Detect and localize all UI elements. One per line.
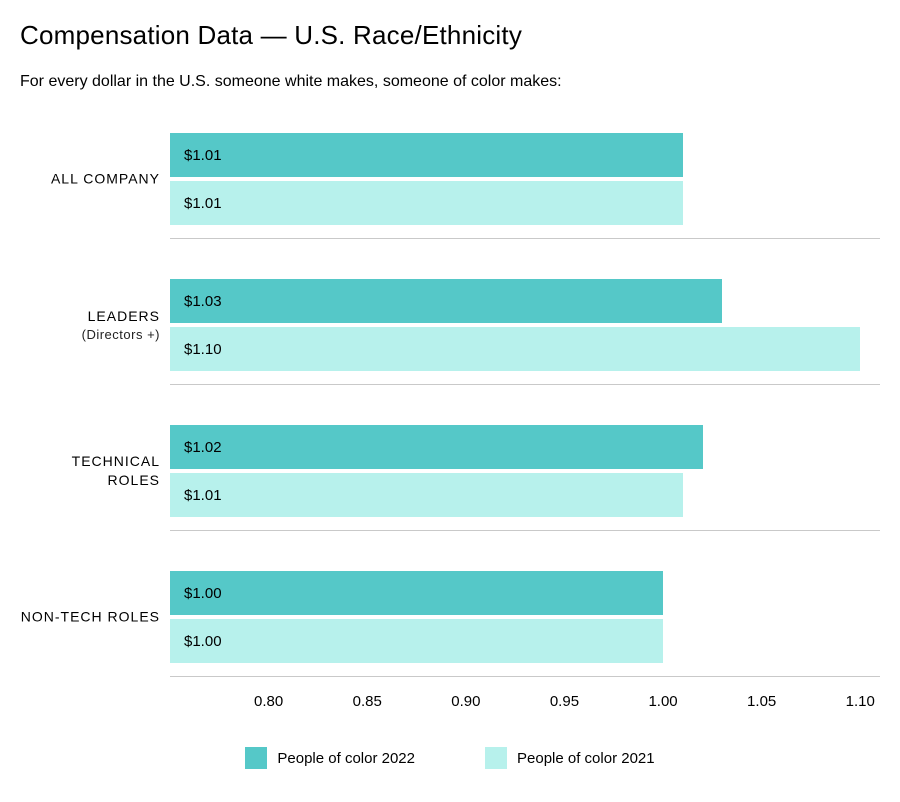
bar-2022: $1.01 (170, 133, 683, 177)
bar-value-label: $1.03 (184, 293, 222, 310)
bar-2021: $1.01 (170, 473, 683, 517)
bar-value-label: $1.00 (184, 633, 222, 650)
category-label-text: ALL COMPANY (51, 171, 160, 187)
bar-value-label: $1.01 (184, 147, 222, 164)
x-tick-label: 1.10 (846, 693, 875, 710)
compensation-chart: ALL COMPANY LEADERS (Directors +) TECHNI… (20, 119, 880, 677)
x-tick-label: 1.05 (747, 693, 776, 710)
bar-group: $1.00 $1.00 (170, 557, 880, 677)
bar-2022: $1.00 (170, 571, 663, 615)
x-axis: 0.80 0.85 0.90 0.95 1.00 1.05 1.10 (170, 685, 880, 725)
category-label-text: NON-TECH ROLES (21, 609, 160, 625)
category-label-group: ALL COMPANY (20, 119, 170, 239)
legend-swatch (245, 747, 267, 769)
legend-label: People of color 2021 (517, 750, 655, 767)
bar-2021: $1.00 (170, 619, 663, 663)
bar-group: $1.01 $1.01 (170, 119, 880, 239)
category-label-text: TECHNICAL ROLES (72, 453, 160, 488)
bar-value-label: $1.01 (184, 487, 222, 504)
x-tick-label: 1.00 (648, 693, 677, 710)
category-label-text: LEADERS (88, 308, 160, 324)
chart-title: Compensation Data — U.S. Race/Ethnicity (20, 20, 880, 51)
category-label-group: NON-TECH ROLES (20, 557, 170, 677)
category-axis: ALL COMPANY LEADERS (Directors +) TECHNI… (20, 119, 170, 677)
chart-subtitle: For every dollar in the U.S. someone whi… (20, 73, 880, 91)
category-label: NON-TECH ROLES (21, 608, 160, 627)
category-label-group: LEADERS (Directors +) (20, 265, 170, 385)
x-tick-label: 0.85 (353, 693, 382, 710)
bar-value-label: $1.10 (184, 341, 222, 358)
legend-swatch (485, 747, 507, 769)
bar-2022: $1.03 (170, 279, 722, 323)
legend-item: People of color 2022 (245, 747, 415, 769)
x-tick-label: 0.90 (451, 693, 480, 710)
bar-value-label: $1.00 (184, 585, 222, 602)
x-tick-label: 0.80 (254, 693, 283, 710)
legend-label: People of color 2022 (277, 750, 415, 767)
bar-group: $1.03 $1.10 (170, 265, 880, 385)
legend: People of color 2022 People of color 202… (20, 747, 880, 769)
bar-group: $1.02 $1.01 (170, 411, 880, 531)
page: Compensation Data — U.S. Race/Ethnicity … (0, 0, 900, 769)
category-label: ALL COMPANY (51, 170, 160, 189)
category-label: LEADERS (Directors +) (82, 307, 160, 343)
bar-value-label: $1.02 (184, 439, 222, 456)
bar-2021: $1.10 (170, 327, 860, 371)
bar-2022: $1.02 (170, 425, 703, 469)
bar-value-label: $1.01 (184, 195, 222, 212)
legend-item: People of color 2021 (485, 747, 655, 769)
plot-area: $1.01 $1.01 $1.03 $1.10 $1.02 $1.01 $1.0… (170, 119, 880, 677)
x-tick-label: 0.95 (550, 693, 579, 710)
bar-2021: $1.01 (170, 181, 683, 225)
category-label: TECHNICAL ROLES (20, 452, 160, 490)
category-sublabel: (Directors +) (82, 326, 160, 344)
category-label-group: TECHNICAL ROLES (20, 411, 170, 531)
